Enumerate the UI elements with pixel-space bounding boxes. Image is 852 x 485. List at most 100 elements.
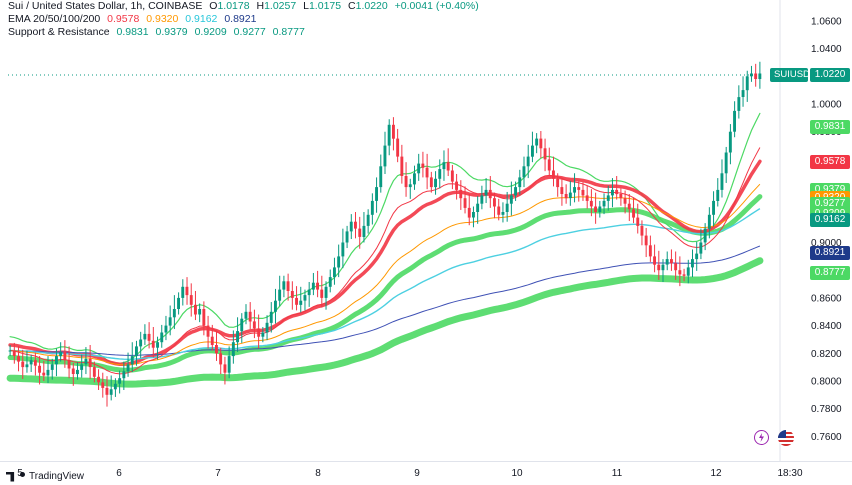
candle-body <box>539 138 543 149</box>
candle <box>636 203 640 234</box>
candle <box>181 279 185 306</box>
chart-legend: Sui / United States Dollar, 1h, COINBASE… <box>8 0 483 39</box>
candle-body <box>337 256 341 268</box>
y-tick-label: 0.8600 <box>811 293 842 304</box>
candle-body <box>286 281 290 291</box>
legend-title-row: Sui / United States Dollar, 1h, COINBASE… <box>8 0 483 13</box>
candle-body <box>648 245 652 257</box>
candle-body <box>198 309 202 315</box>
candle-body <box>358 228 362 237</box>
candle <box>480 185 484 210</box>
candle <box>50 358 54 380</box>
candle-body <box>375 187 378 201</box>
candle-body <box>678 270 682 275</box>
candle <box>67 346 71 379</box>
candle <box>21 349 25 379</box>
candle <box>12 342 16 364</box>
candle-body <box>577 187 581 190</box>
candle-body <box>12 350 16 356</box>
candle-body <box>349 221 353 232</box>
x-tick-label: 10 <box>511 468 523 479</box>
candle <box>341 228 345 269</box>
x-tick-label: 7 <box>215 468 221 479</box>
candle-body <box>290 291 294 298</box>
candle-body <box>97 376 100 383</box>
candle-body <box>560 187 564 194</box>
candle-body <box>236 331 239 343</box>
candle <box>716 178 720 207</box>
candle-body <box>46 369 50 376</box>
x-axis-ticks: 5678910111218:30 <box>17 468 803 479</box>
candle <box>497 198 501 221</box>
candle-body <box>459 189 463 199</box>
candle-body <box>670 259 673 264</box>
candle-body <box>67 360 71 369</box>
candle-body <box>71 368 75 374</box>
candle-body <box>623 198 627 204</box>
legend-sr-row[interactable]: Support & Resistance 0.9831 0.9379 0.920… <box>8 26 483 39</box>
candle <box>274 288 277 324</box>
lightning-icon[interactable] <box>754 430 769 445</box>
tradingview-brand[interactable]: TradingView <box>6 471 84 482</box>
legend-ema-row[interactable]: EMA 20/50/100/200 0.9578 0.9320 0.9162 0… <box>8 13 483 26</box>
candle <box>261 326 265 343</box>
candle <box>674 251 678 280</box>
candle <box>252 309 256 339</box>
candle <box>311 272 315 296</box>
candle-body <box>29 360 33 365</box>
candle <box>560 179 564 206</box>
candle <box>619 188 623 206</box>
candle <box>396 128 400 163</box>
candle-body <box>686 267 690 276</box>
candle-body <box>522 166 526 178</box>
x-tick-label: 11 <box>612 468 623 479</box>
candle-body <box>446 162 450 171</box>
candlesticks <box>8 61 762 407</box>
candle <box>122 361 126 391</box>
candle <box>703 223 707 251</box>
candle <box>552 156 555 187</box>
candle-body <box>400 156 404 176</box>
candle <box>299 286 303 313</box>
candle <box>657 250 661 280</box>
candle <box>535 133 539 154</box>
candle-body <box>219 353 223 365</box>
candle <box>737 85 741 119</box>
candle <box>577 181 581 202</box>
candle <box>712 191 715 227</box>
candle <box>101 372 105 398</box>
candle <box>337 244 341 278</box>
candle-body <box>627 203 631 210</box>
candle-body <box>50 364 54 370</box>
candle-body <box>657 264 661 271</box>
candle <box>316 270 319 298</box>
support-band-slow <box>6 257 764 388</box>
candle-body <box>450 170 454 182</box>
candle <box>105 376 109 407</box>
x-tick-label: 8 <box>315 468 321 479</box>
candle <box>215 331 218 361</box>
candle-body <box>215 345 218 354</box>
candle <box>724 146 728 183</box>
candle-body <box>480 195 484 204</box>
y-tick-label: 0.7600 <box>811 432 842 443</box>
candle-body <box>151 340 155 348</box>
candle-body <box>8 350 12 352</box>
candle <box>17 346 20 372</box>
candle-body <box>181 286 185 298</box>
candle-body <box>177 297 180 309</box>
candle <box>366 209 370 234</box>
candle-body <box>160 332 164 343</box>
candle-body <box>278 289 282 301</box>
candle <box>185 277 189 305</box>
us-flag-icon[interactable] <box>778 430 794 446</box>
candle-body <box>682 274 686 276</box>
candle <box>438 159 442 189</box>
candle <box>42 360 46 381</box>
candle <box>585 185 589 209</box>
candle-body <box>269 311 273 323</box>
candle-body <box>387 124 391 146</box>
candle-body <box>497 206 501 215</box>
candle-body <box>665 259 669 265</box>
